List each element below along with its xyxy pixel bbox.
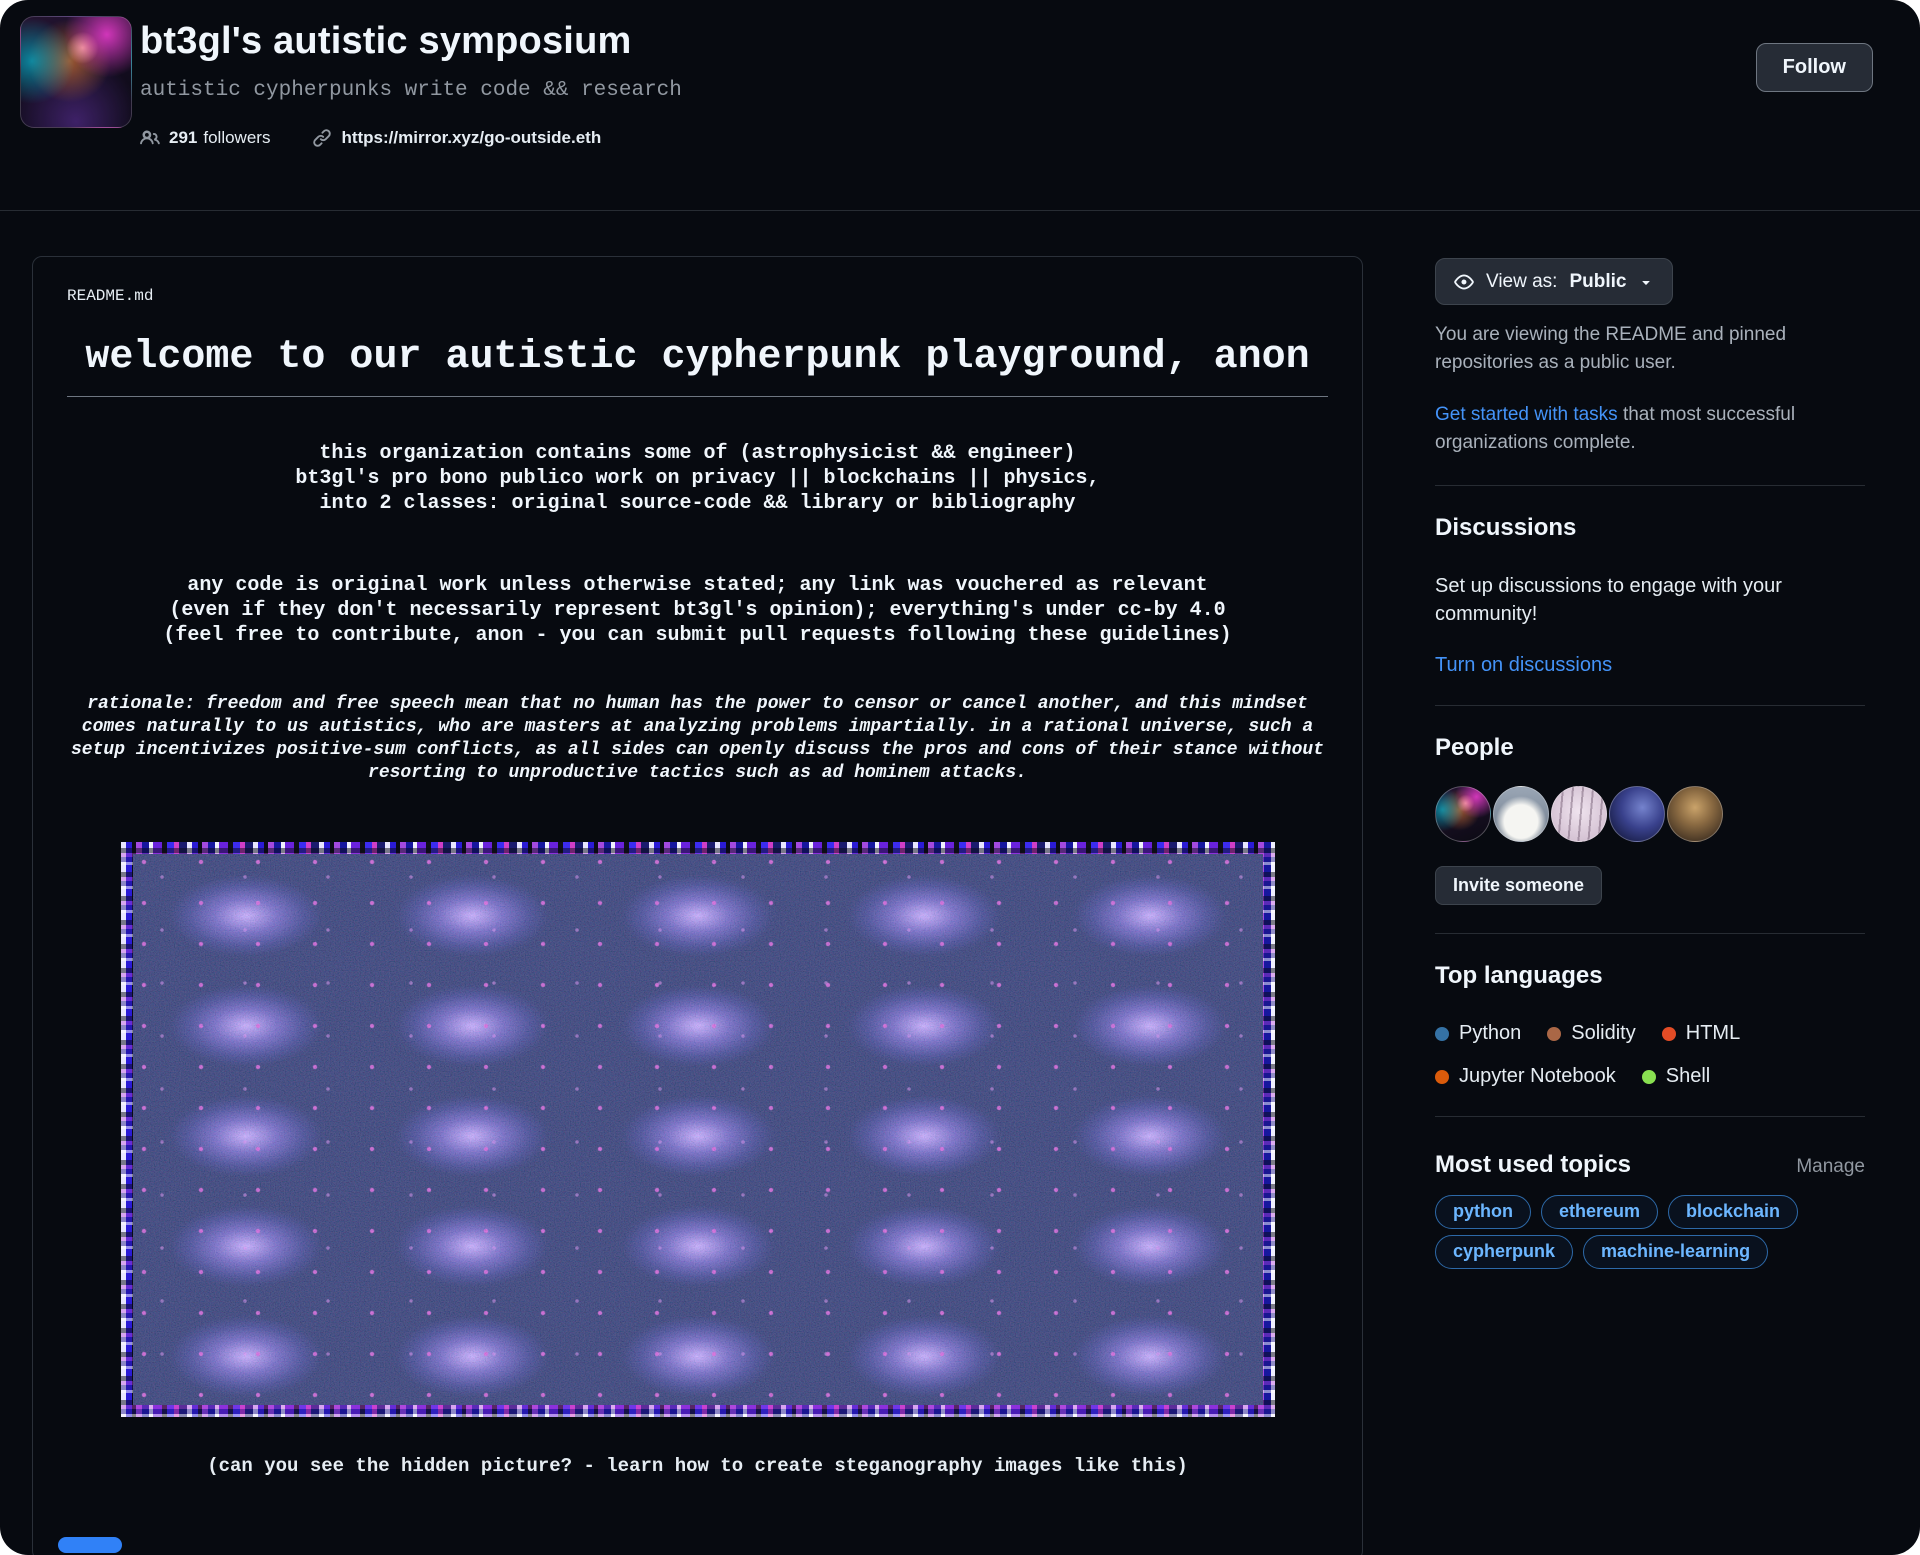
paragraph-text: into 2 classes: original source-code && … [319,492,1076,515]
org-avatar[interactable] [20,16,132,128]
paragraph-text: (even if they don't necessarily represen… [169,599,1118,622]
tasks-note-text: that most successful organizations compl… [1435,404,1796,453]
steganography-pattern [132,854,1263,1405]
paragraph-text: 's pro bono publico work on privacy || b… [355,467,1100,490]
member-avatar[interactable] [1609,786,1665,842]
member-avatar[interactable] [1551,786,1607,842]
heading-link-autistic-cypherpunk[interactable]: autistic cypherpunk [445,335,902,380]
heading-text: playground, anon [901,335,1310,380]
topic-tag[interactable]: ethereum [1541,1195,1659,1229]
chevron-down-icon [1638,274,1654,290]
topics-list: python ethereum blockchain cypherpunk ma… [1435,1195,1865,1269]
get-started-tasks-link[interactable]: Get started with tasks [1435,404,1618,425]
view-as-value: Public [1569,270,1627,292]
language-item[interactable]: Jupyter Notebook [1435,1065,1616,1088]
language-dot [1435,1026,1449,1041]
image-caption: (can you see the hidden picture? - learn… [67,1455,1328,1477]
paragraph-text: rationale: freedom and free speech mean … [87,694,574,714]
paragraph-text: contains some of (astrophysicist && engi… [523,442,1076,465]
readme-paragraph-1: this organization contains some of (astr… [67,441,1328,516]
paragraph-text: (feel free to contribute, anon - you can… [163,624,1100,647]
language-item[interactable]: Solidity [1547,1022,1636,1045]
steganography-image[interactable] [121,842,1275,1417]
divider [1435,485,1865,486]
language-item[interactable]: Shell [1641,1065,1711,1088]
followers-label[interactable]: followers [203,128,271,147]
heading-text: welcome to our [85,335,446,380]
viewing-note: You are viewing the README and pinned re… [1435,324,1787,373]
org-tagline: autistic cypherpunks write code && resea… [140,79,682,102]
topic-tag[interactable]: cypherpunk [1435,1235,1574,1269]
topic-tag[interactable]: machine-learning [1583,1235,1769,1269]
most-used-topics-title: Most used topics [1435,1151,1632,1178]
discussions-title: Discussions [1435,514,1577,541]
language-label: Python [1459,1022,1522,1044]
link-guidelines[interactable]: guidelines [1099,624,1220,647]
view-as-button[interactable]: View as: Public [1435,258,1674,305]
language-dot [1435,1069,1449,1084]
org-meta-row: 291 followers https://mirror.xyz/go-outs… [140,128,1920,148]
eye-icon [1454,272,1474,292]
topic-tag[interactable]: python [1435,1195,1531,1229]
paragraph-text: this [319,442,380,465]
language-dot [1641,1069,1656,1084]
language-label: Jupyter Notebook [1459,1065,1616,1087]
link-bt3gl[interactable]: bt3gl [295,467,356,490]
caption-text: (can you see the hidden picture? - [207,1455,607,1477]
divider [1435,705,1865,706]
org-title: bt3gl's autistic symposium [140,20,632,62]
divider [1435,933,1865,934]
language-dot [1547,1026,1562,1041]
readme-card: README.md welcome to our autistic cypher… [32,256,1363,1555]
tasks-note: Get started with tasks that most success… [1435,401,1865,457]
manage-topics-link[interactable]: Manage [1796,1156,1865,1177]
language-label: Shell [1665,1065,1711,1087]
caption-text: ) [1176,1455,1188,1477]
link-icon [312,128,332,148]
member-avatar[interactable] [1435,786,1491,842]
topics-header: Most used topics Manage [1435,1151,1865,1179]
language-item[interactable]: Python [1435,1022,1521,1045]
invite-someone-button[interactable]: Invite someone [1435,866,1603,905]
link-preview-statusbar [58,1537,122,1553]
member-avatar[interactable] [1667,786,1723,842]
member-avatar[interactable] [1493,786,1549,842]
org-website-link[interactable]: https://mirror.xyz/go-outside.eth [341,128,602,147]
link-organization[interactable]: organization [379,442,524,465]
readme-rationale: rationale: freedom and free speech mean … [67,693,1328,785]
link-cc-by[interactable]: cc-by 4.0 [1117,599,1226,622]
view-as-label: View as: [1486,270,1558,292]
discussions-body: Set up discussions to engage with your c… [1435,575,1782,625]
topic-tag[interactable]: blockchain [1668,1195,1799,1229]
turn-on-discussions-link[interactable]: Turn on discussions [1435,654,1613,676]
people-icon [140,128,160,148]
noise-texture [132,854,1263,1405]
people-avatars [1435,786,1865,842]
people-title: People [1435,734,1514,761]
link-censorship[interactable]: no human has the power to censor or canc… [573,694,1114,714]
follow-button[interactable]: Follow [1755,43,1873,92]
language-dot [1661,1026,1676,1041]
language-item[interactable]: HTML [1661,1022,1741,1045]
language-label: Solidity [1571,1022,1636,1044]
org-header-text: bt3gl's autistic symposium autistic cyph… [0,0,1920,148]
paragraph-text: , and this mindset comes naturally to us… [70,694,1324,783]
language-label: HTML [1685,1022,1741,1044]
readme-paragraph-2: any code is original work unless otherwi… [67,573,1328,648]
divider [1435,1116,1865,1117]
paragraph-text: ) [1219,624,1232,647]
readme-filename: README.md [67,287,154,305]
org-header: bt3gl's autistic symposium autistic cyph… [0,0,1920,211]
link-steganography-tutorial[interactable]: learn how to create steganography images… [606,1455,1177,1477]
top-languages-title: Top languages [1435,962,1603,989]
main-content: README.md welcome to our autistic cypher… [0,211,1920,1555]
paragraph-text: any code is original work unless otherwi… [187,574,1208,597]
languages-list: Python Solidity HTML Jupyter Notebook Sh… [1435,1022,1865,1088]
sidebar: View as: Public You are viewing the READ… [1435,256,1865,1269]
followers-count[interactable]: 291 [169,128,198,147]
readme-heading: welcome to our autistic cypherpunk playg… [67,335,1328,397]
